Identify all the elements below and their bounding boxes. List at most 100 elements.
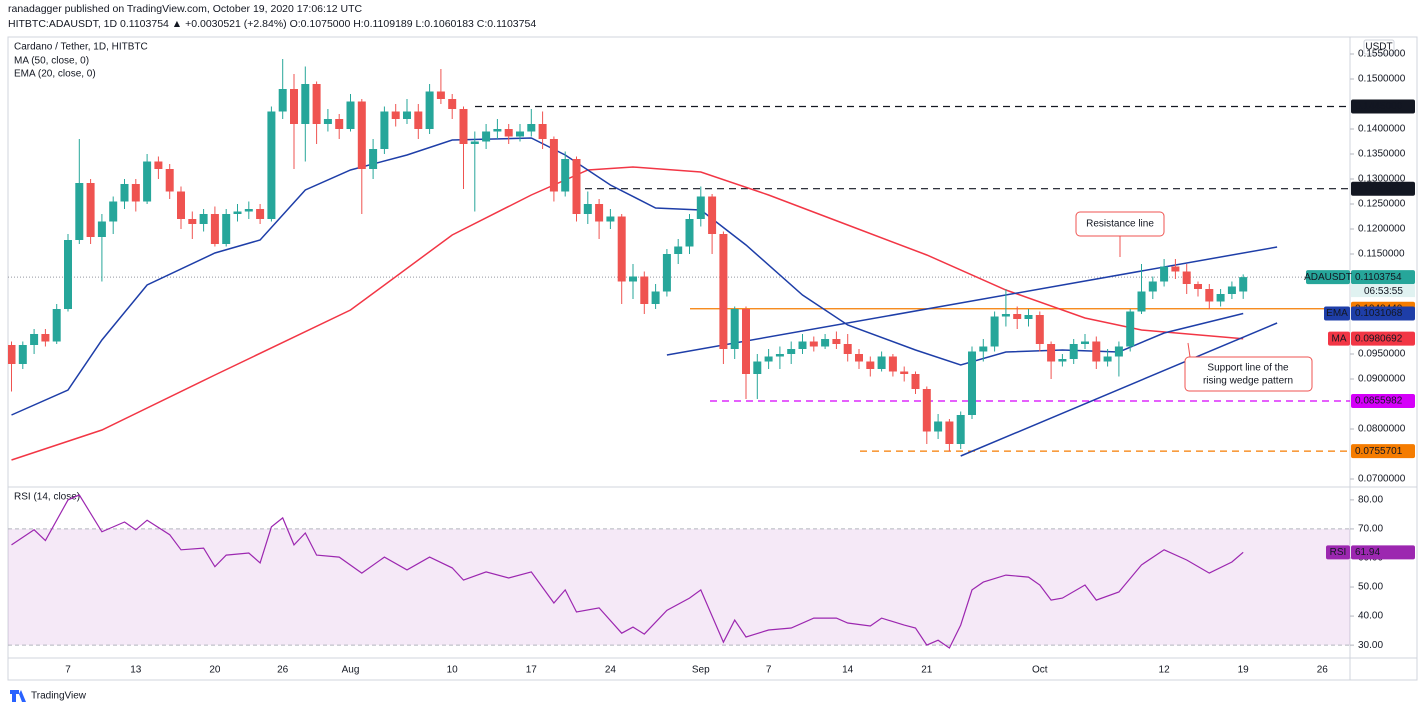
candle-body bbox=[64, 240, 72, 309]
rsi-tick-label: 80.00 bbox=[1358, 495, 1383, 506]
candle-body bbox=[97, 221, 106, 237]
ema-label-bg bbox=[1324, 306, 1350, 321]
x-tick-label: 10 bbox=[447, 665, 459, 676]
candle-body bbox=[448, 99, 457, 109]
candle-body bbox=[685, 219, 694, 247]
candle-body bbox=[708, 196, 717, 234]
candle-body bbox=[561, 159, 570, 192]
level-tag: 0.0755701 bbox=[1355, 446, 1403, 457]
y-tick-label: 0.1350000 bbox=[1358, 149, 1406, 160]
x-tick-label: 17 bbox=[526, 665, 538, 676]
candle-body bbox=[188, 219, 197, 224]
candle-body bbox=[1047, 344, 1056, 362]
candle-body bbox=[617, 216, 626, 282]
ma-tag-bg bbox=[1351, 331, 1415, 346]
candle-body bbox=[323, 119, 332, 124]
brand: TradingView bbox=[31, 691, 87, 702]
candle-body bbox=[888, 356, 897, 372]
candle-body bbox=[719, 234, 728, 349]
y-tick-label: 0.1250000 bbox=[1358, 199, 1406, 210]
candle-body bbox=[312, 84, 321, 124]
price-tag: 0.1103754 bbox=[1355, 272, 1402, 283]
ma-label: MA bbox=[1332, 333, 1347, 344]
candle-body bbox=[41, 334, 50, 342]
candle-body bbox=[911, 374, 920, 389]
candle-body bbox=[244, 209, 253, 212]
candle-body bbox=[154, 161, 163, 169]
candle-body bbox=[640, 276, 649, 304]
candle-body bbox=[470, 141, 479, 144]
candle-body bbox=[549, 139, 558, 192]
ma-tag: 0.0980692 bbox=[1355, 333, 1403, 344]
candle-body bbox=[934, 421, 943, 432]
candle-body bbox=[380, 111, 389, 149]
plot bbox=[8, 59, 1350, 461]
candle-body bbox=[210, 214, 219, 244]
candle-body bbox=[821, 339, 830, 347]
candle-body bbox=[595, 204, 604, 222]
candle-body bbox=[369, 149, 378, 169]
candle-body bbox=[900, 371, 909, 374]
candle-body bbox=[606, 216, 615, 222]
candle-body bbox=[504, 129, 513, 137]
annotation-text: Support line of the bbox=[1207, 363, 1289, 374]
x-tick-label: 21 bbox=[921, 665, 933, 676]
rsi-label-bg bbox=[1326, 545, 1350, 560]
trendline bbox=[960, 322, 1278, 457]
candle-body bbox=[798, 341, 807, 349]
candle-body bbox=[1013, 314, 1022, 319]
x-tick-label: Sep bbox=[692, 665, 710, 676]
candle-body bbox=[1092, 341, 1101, 362]
x-tick-label: 19 bbox=[1238, 665, 1250, 676]
level-tag-bg bbox=[1351, 394, 1415, 409]
y-tick-label: 0.1500000 bbox=[1358, 74, 1406, 85]
x-tick-label: 14 bbox=[842, 665, 854, 676]
candle-body bbox=[538, 124, 547, 139]
candle-body bbox=[120, 184, 129, 202]
candle-body bbox=[1182, 271, 1191, 284]
candle-body bbox=[86, 183, 95, 237]
candle-body bbox=[131, 184, 140, 202]
y-tick-label: 0.1550000 bbox=[1358, 49, 1406, 60]
symbol-label-bg bbox=[1306, 270, 1350, 285]
candle-body bbox=[357, 101, 366, 169]
candle-body bbox=[8, 345, 16, 364]
y-tick-label: 0.1200000 bbox=[1358, 224, 1406, 235]
candle-body bbox=[1171, 266, 1180, 272]
currency: USDT bbox=[1365, 42, 1392, 53]
y-tick-label: 0.0700000 bbox=[1358, 474, 1406, 485]
candle-body bbox=[1024, 315, 1033, 319]
candle-body bbox=[30, 334, 39, 345]
candle-body bbox=[278, 89, 287, 112]
x-tick-label: 26 bbox=[1317, 665, 1329, 676]
candle-body bbox=[832, 339, 841, 344]
candle-body bbox=[674, 246, 683, 254]
level-tag-bg bbox=[1351, 181, 1415, 196]
ma-label-bg bbox=[1328, 331, 1350, 346]
x-tick-label: Aug bbox=[342, 665, 360, 676]
candle-body bbox=[629, 276, 637, 282]
candle-body bbox=[199, 214, 208, 224]
annotation: Resistance line bbox=[1075, 211, 1165, 257]
x-tick-label: 26 bbox=[277, 665, 289, 676]
candle-body bbox=[662, 254, 671, 292]
countdown: 06:53:55 bbox=[1364, 286, 1403, 297]
legend-ma: MA (50, close, 0) bbox=[14, 56, 89, 67]
candle-body bbox=[1103, 356, 1112, 362]
candle-body bbox=[990, 316, 999, 347]
candle-body bbox=[696, 196, 705, 219]
candle-body bbox=[482, 131, 491, 142]
candle-body bbox=[866, 361, 875, 369]
annotation: Support line of the rising wedge pattern bbox=[1184, 342, 1313, 392]
publisher: ranadagger published on TradingView.com,… bbox=[8, 3, 363, 15]
candle-body bbox=[52, 309, 61, 342]
ema-tag-bg bbox=[1351, 306, 1415, 321]
candle-body bbox=[233, 211, 242, 214]
level-tag-bg bbox=[1351, 99, 1415, 114]
x-tick-label: 24 bbox=[605, 665, 617, 676]
currency-box bbox=[1363, 39, 1395, 55]
x-tick-label: 7 bbox=[65, 665, 71, 676]
y-tick-label: 0.0900000 bbox=[1358, 374, 1406, 385]
rsi-tag: 61.94 bbox=[1355, 547, 1380, 558]
